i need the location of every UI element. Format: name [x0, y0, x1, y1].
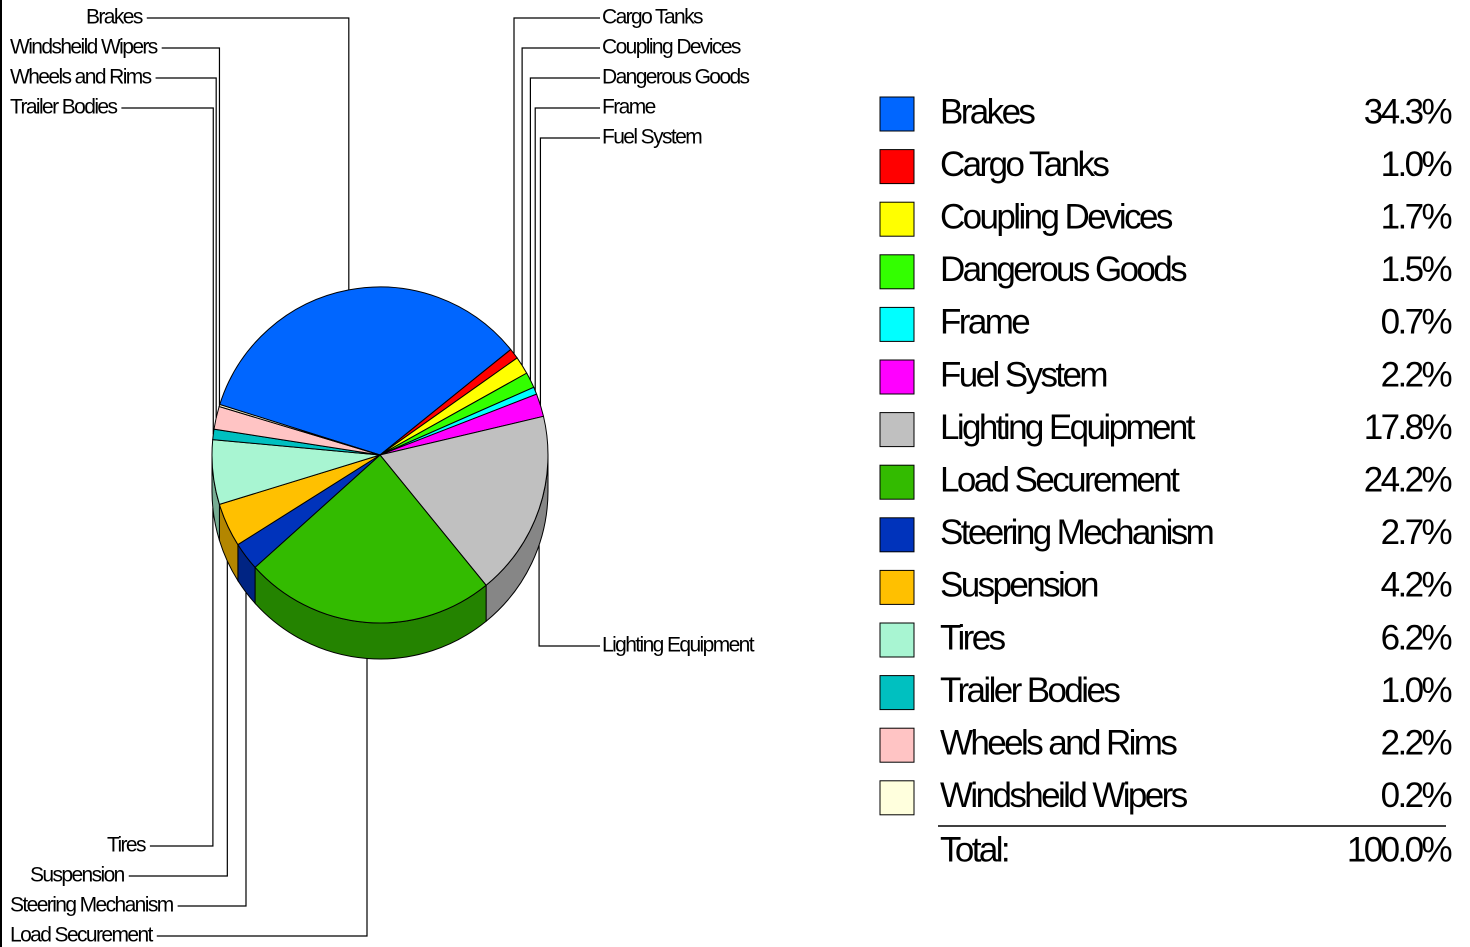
callout-label: Load Securement [10, 924, 154, 947]
callout-label: Cargo Tanks [602, 6, 703, 29]
slice [254, 454, 487, 624]
legend-swatch [879, 780, 915, 816]
legend-swatch [879, 359, 915, 395]
legend-value: 0.7% [1381, 303, 1452, 342]
legend-label: Fuel System [940, 355, 1106, 394]
callout-label: Wheels and Rims [10, 66, 152, 89]
legend-swatch [879, 569, 915, 605]
callout-label: Coupling Devices [602, 36, 741, 59]
legend-swatch [879, 727, 915, 763]
legend-value: 2.2% [1381, 355, 1452, 394]
callout-label: Tires [107, 834, 146, 857]
legend-label: Frame [940, 303, 1029, 342]
legend-label: Windsheild Wipers [940, 776, 1188, 815]
callout-label: Lighting Equipment [602, 634, 755, 657]
callout-label: Steering Mechanism [10, 894, 174, 917]
legend-value: 4.2% [1381, 566, 1452, 605]
legend-swatch [879, 201, 915, 237]
legend-swatch [879, 675, 915, 711]
leader-line [121, 107, 214, 435]
callout-label: Dangerous Goods [602, 66, 750, 89]
legend-label: Tires [940, 618, 1006, 657]
legend-swatch [879, 517, 915, 553]
legend-value: 17.8% [1364, 408, 1452, 447]
callout-label: Frame [602, 96, 656, 119]
legend-swatch [879, 254, 915, 290]
legend-value: 2.2% [1381, 723, 1452, 762]
leader-line [161, 47, 221, 406]
legend-value: 24.2% [1364, 460, 1452, 499]
leader-line [539, 137, 600, 406]
callout-label: Trailer Bodies [10, 96, 117, 119]
total-label: Total: [940, 830, 1008, 869]
legend-swatch [879, 412, 915, 448]
legend-swatch [879, 96, 915, 132]
legend-label: Lighting Equipment [940, 408, 1196, 447]
leader-line [149, 508, 214, 847]
total-value: 100.0% [1347, 830, 1452, 869]
slice [219, 286, 512, 456]
legend-label: Brakes [940, 92, 1035, 131]
legend-label: Suspension [940, 566, 1098, 605]
legend-value: 1.0% [1381, 145, 1452, 184]
legend-label: Dangerous Goods [940, 250, 1187, 289]
leader-line [534, 107, 600, 391]
legend-value: 0.2% [1381, 776, 1452, 815]
legend-label: Cargo Tanks [940, 145, 1109, 184]
legend-swatch [879, 306, 915, 342]
legend-label: Load Securement [940, 460, 1180, 499]
callout-label: Suspension [30, 864, 125, 887]
legend-value: 1.5% [1381, 250, 1452, 289]
slice [379, 415, 549, 586]
callout-label: Brakes [86, 6, 143, 29]
legend-swatch [879, 622, 915, 658]
legend-label: Wheels and Rims [940, 723, 1177, 762]
legend-value: 1.0% [1381, 671, 1452, 710]
legend-value: 34.3% [1364, 92, 1452, 131]
leader-line [128, 561, 228, 877]
leader-line [146, 17, 350, 290]
leader-line [155, 77, 217, 418]
legend-value: 2.7% [1381, 513, 1452, 552]
legend-swatch [879, 464, 915, 500]
legend-swatch [879, 149, 915, 185]
legend-label: Steering Mechanism [940, 513, 1213, 552]
leader-line [529, 77, 600, 381]
leader-line [538, 545, 600, 647]
leader-line [177, 592, 247, 907]
leader-line [521, 47, 600, 366]
callout-label: Windsheild Wipers [10, 36, 158, 59]
legend-value: 1.7% [1381, 197, 1452, 236]
legend-value: 6.2% [1381, 618, 1452, 657]
legend-label: Coupling Devices [940, 197, 1173, 236]
leader-line [156, 658, 368, 937]
callout-label: Fuel System [602, 126, 702, 149]
leader-line [513, 17, 600, 354]
legend-label: Trailer Bodies [940, 671, 1120, 710]
